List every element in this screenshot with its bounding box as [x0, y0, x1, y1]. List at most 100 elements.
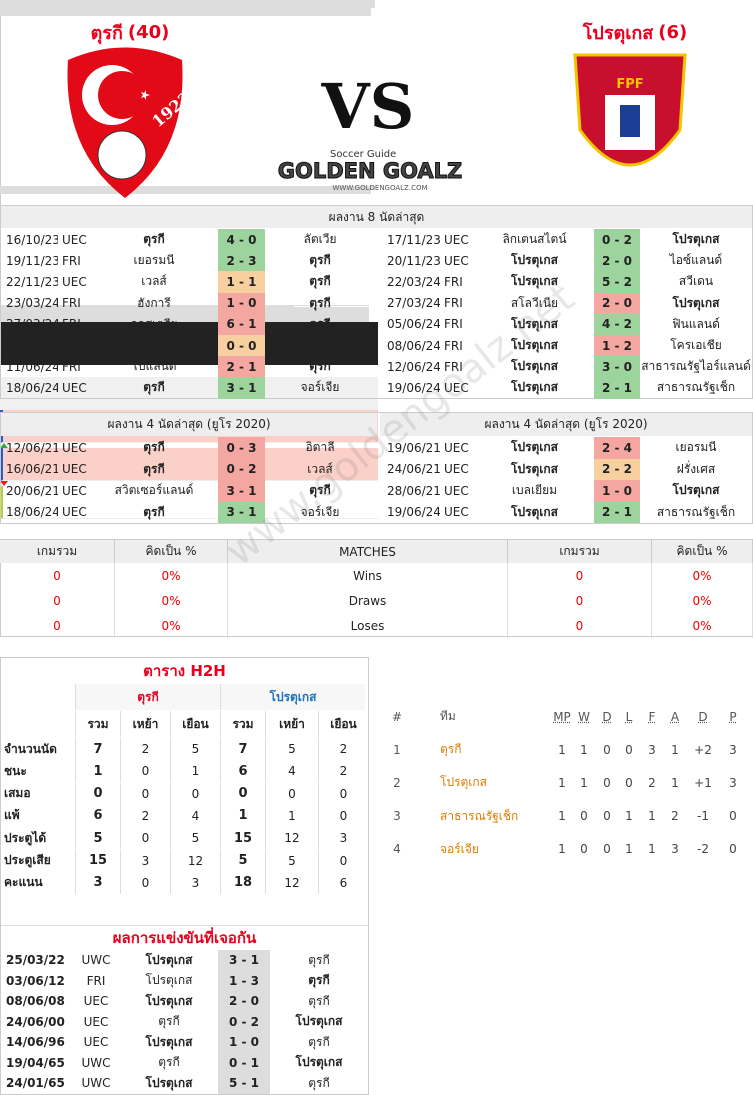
row-divider — [0, 14, 371, 15]
match-score: 1 - 2 — [594, 335, 640, 357]
meeting-score: 1 - 0 — [218, 1032, 270, 1053]
match-score: 2 - 4 — [594, 437, 640, 459]
group-team: สาธารณรัฐเช็ก — [440, 808, 519, 823]
match-date: 23/03/24 — [6, 296, 58, 311]
meeting-score: 1 - 3 — [218, 970, 270, 991]
group-team: ตุรกี — [440, 742, 462, 756]
meetings-title: ผลการแข่งขันที่เจอกัน — [1, 925, 368, 950]
summary-cell: 0 — [0, 563, 115, 588]
divider — [0, 16, 1, 186]
group-header — [0, 322, 378, 365]
meeting-away: โปรตุเกส — [295, 1014, 343, 1029]
match-comp: FRI — [444, 317, 463, 332]
summary-header: MATCHES — [228, 540, 508, 563]
match-away: เวลส์ — [307, 461, 333, 476]
logo-tagline: Soccer Guide — [330, 149, 396, 160]
group-stat: 1 — [558, 809, 566, 824]
match-home: โปรตุเกส — [511, 338, 558, 353]
meeting-away: ตุรกี — [308, 1034, 330, 1049]
h2h-value: 12 — [265, 827, 318, 850]
match-home: โปรตุเกส — [511, 380, 558, 395]
match-home: ตุรกี — [143, 380, 165, 395]
group-team: โปรตุเกส — [440, 775, 487, 790]
team-title: ตุรกี (40) — [20, 18, 240, 46]
row-divider — [0, 313, 369, 314]
group-column: ทีม — [440, 709, 456, 723]
meeting-home: โปรตุเกส — [145, 952, 193, 967]
meeting-away: ตุรกี — [308, 993, 330, 1008]
h2h-subheader: รวม — [75, 711, 120, 737]
match-away: สาธารณรัฐเช็ก — [656, 380, 736, 395]
h2h-value: 0 — [170, 782, 220, 805]
h2h-value: 3 — [170, 871, 220, 894]
group-stat: 1 — [558, 742, 566, 757]
group-stat: 1 — [625, 842, 633, 857]
match-away: โครเอเชีย — [670, 338, 722, 353]
match-away: สาธารณรัฐเช็ก — [656, 504, 736, 519]
group-column: MP — [553, 709, 571, 724]
group-title: กลุ่ม F — [408, 672, 445, 687]
group-stat: 0 — [603, 842, 611, 857]
match-away: ฟินแลนด์ — [672, 316, 720, 331]
match-comp: UEC — [62, 440, 87, 455]
h2h-subheader: เหย้า — [265, 711, 318, 737]
meeting-comp: UEC — [83, 1014, 109, 1029]
group-column: D — [602, 709, 612, 724]
match-date: 12/06/21 — [6, 440, 58, 455]
h2h-value: 1 — [75, 760, 120, 783]
match-away: ตุรกี — [309, 295, 331, 310]
header-graphics: 1923 FPF VS Soccer Guide GOLDEN GOALZ WW… — [67, 47, 687, 198]
row-divider — [0, 4, 375, 5]
group-icon — [0, 375, 12, 377]
h2h-value: 1 — [220, 804, 265, 827]
match-home: สวิตเซอร์แลนด์ — [114, 483, 194, 498]
match-date: 05/06/24 — [6, 338, 58, 353]
match-comp: UEC — [444, 253, 469, 268]
h2h-value: 5 — [265, 738, 318, 760]
match-comp: FRI — [444, 359, 463, 374]
match-comp: UEC — [62, 232, 87, 247]
group-stat: 3 — [648, 742, 656, 757]
match-away: จอร์เจีย — [300, 504, 340, 519]
group-stat: 3 — [671, 842, 679, 857]
row-divider — [0, 188, 375, 189]
h2h-value: 0 — [318, 804, 368, 827]
match-score: 2 - 0 — [594, 292, 640, 314]
summary-cell: Wins — [228, 563, 508, 588]
h2h-label: จำนวนนัด — [4, 741, 57, 756]
summary-cell: 0 — [0, 613, 115, 638]
match-away: สวีเดน — [678, 274, 714, 289]
group-row — [0, 448, 378, 481]
group-stat: 0 — [603, 775, 611, 790]
match-score: 5 - 2 — [594, 271, 640, 293]
row-divider — [0, 190, 371, 191]
row-divider — [0, 316, 369, 317]
row-divider — [0, 192, 371, 193]
match-date: 24/06/21 — [387, 462, 440, 477]
row-divider — [0, 6, 375, 7]
meeting-date: 14/06/96 — [6, 1035, 65, 1050]
row-divider — [0, 309, 369, 310]
match-away: ตุรกี — [309, 274, 331, 289]
group-column: P — [729, 709, 737, 724]
match-date: 17/11/23 — [387, 232, 440, 247]
group-team: จอร์เจีย — [440, 841, 479, 856]
h2h-value: 5 — [220, 849, 265, 872]
meeting-date: 19/04/65 — [6, 1055, 65, 1070]
match-comp: UEC — [444, 440, 469, 455]
group-stat: 2 — [648, 775, 656, 790]
match-home: โปรตุเกส — [511, 253, 558, 268]
group-row — [0, 486, 378, 519]
match-score: 3 - 1 — [218, 377, 265, 399]
h2h-subheader: รวม — [220, 711, 265, 737]
group-stat: 1 — [558, 775, 566, 790]
team-name: ตุรกี — [90, 22, 123, 44]
row-divider — [0, 8, 371, 9]
match-home: อิตาลี — [139, 338, 169, 353]
summary-cell: 0% — [115, 613, 228, 638]
group-stat: 1 — [580, 775, 588, 790]
meeting-date: 08/06/08 — [6, 994, 65, 1009]
match-away: ไอซ์แลนด์ — [669, 253, 723, 268]
h2h-value: 6 — [318, 871, 368, 894]
